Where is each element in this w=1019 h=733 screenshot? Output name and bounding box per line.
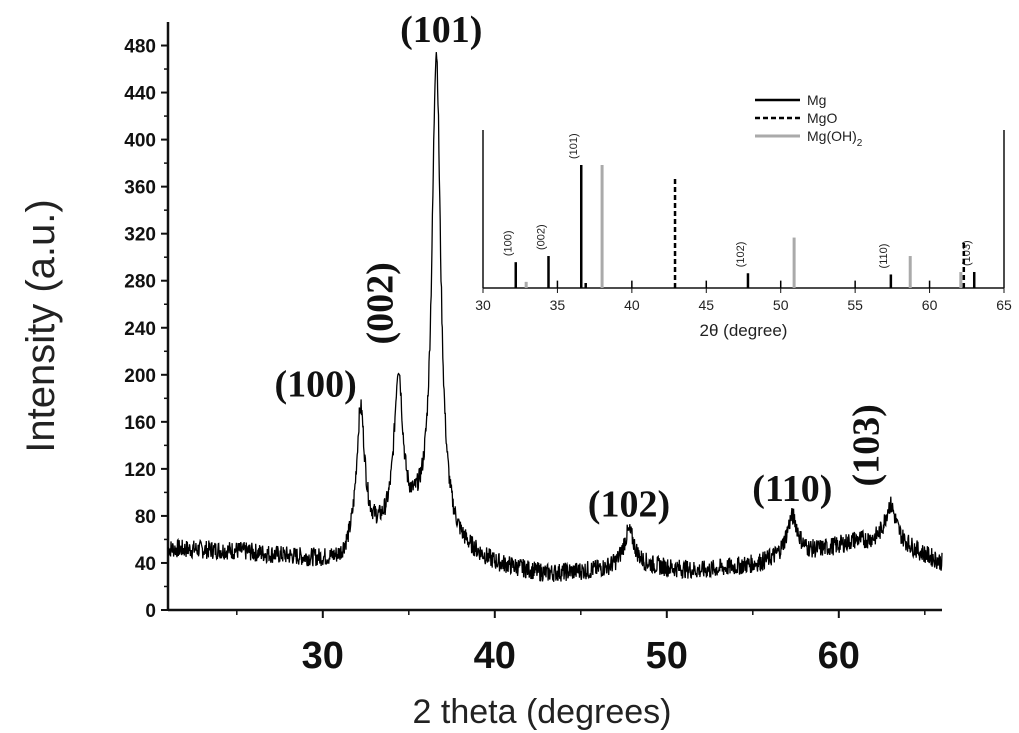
y-tick-label: 200 <box>124 366 156 387</box>
inset-x-tick-label: 65 <box>996 297 1012 313</box>
inset-x-tick-label: 55 <box>847 297 863 313</box>
y-tick-label: 160 <box>124 413 156 434</box>
inset-x-tick-label: 30 <box>475 297 491 313</box>
x-tick-label: 60 <box>818 635 860 677</box>
inset-peak-label: (102) <box>735 242 747 268</box>
y-tick-label: 0 <box>145 601 156 622</box>
peak-label-102: (102) <box>588 483 670 525</box>
peak-label-103: (103) <box>845 404 887 486</box>
y-tick-label: 80 <box>135 507 156 528</box>
x-tick-label: 40 <box>474 635 516 677</box>
y-tick-label: 440 <box>124 84 156 105</box>
y-tick-label: 360 <box>124 178 156 199</box>
y-tick-label: 40 <box>135 554 156 575</box>
xrd-spectrum-line <box>167 52 943 582</box>
x-tick-label: 50 <box>646 635 688 677</box>
y-tick-label: 400 <box>124 131 156 152</box>
peak-label-100: (100) <box>274 363 356 405</box>
y-tick-label: 280 <box>124 272 156 293</box>
peak-label-101: (101) <box>400 9 482 51</box>
y-tick-label: 480 <box>124 37 156 58</box>
inset-peak-label: (100) <box>503 230 515 256</box>
inset-x-tick-label: 40 <box>624 297 640 313</box>
legend-label: Mg <box>807 92 826 108</box>
x-axis-title: 2 theta (degrees) <box>413 693 672 731</box>
peak-label-110: (110) <box>752 468 832 510</box>
inset-x-tick-label: 35 <box>550 297 566 313</box>
legend-label: Mg(OH)2 <box>807 128 863 149</box>
inset-x-axis-title: 2θ (degree) <box>700 321 788 340</box>
y-tick-label: 240 <box>124 319 156 340</box>
inset-x-tick-label: 60 <box>922 297 938 313</box>
inset-x-tick-label: 45 <box>698 297 714 313</box>
peak-label-002: (002) <box>359 262 401 344</box>
inset-peak-label: (110) <box>878 244 890 269</box>
y-tick-label: 120 <box>124 460 156 481</box>
y-axis-title: Intensity (a.u.) <box>19 199 63 452</box>
inset-plot: 30 35 40 45 50 55 60 65 2θ (degree) (100) (002) (10… <box>475 92 1012 340</box>
inset-peak-label: (002) <box>535 224 547 250</box>
legend-label: MgO <box>807 110 837 126</box>
inset-peak-label: (101) <box>568 133 580 159</box>
y-tick-label: 320 <box>124 225 156 246</box>
main-plot: 0 40 80 120 160 200 240 280 320 360 400 440 480 30 40 5… <box>19 9 943 731</box>
x-tick-label: 30 <box>302 635 344 677</box>
inset-x-tick-label: 50 <box>773 297 789 313</box>
